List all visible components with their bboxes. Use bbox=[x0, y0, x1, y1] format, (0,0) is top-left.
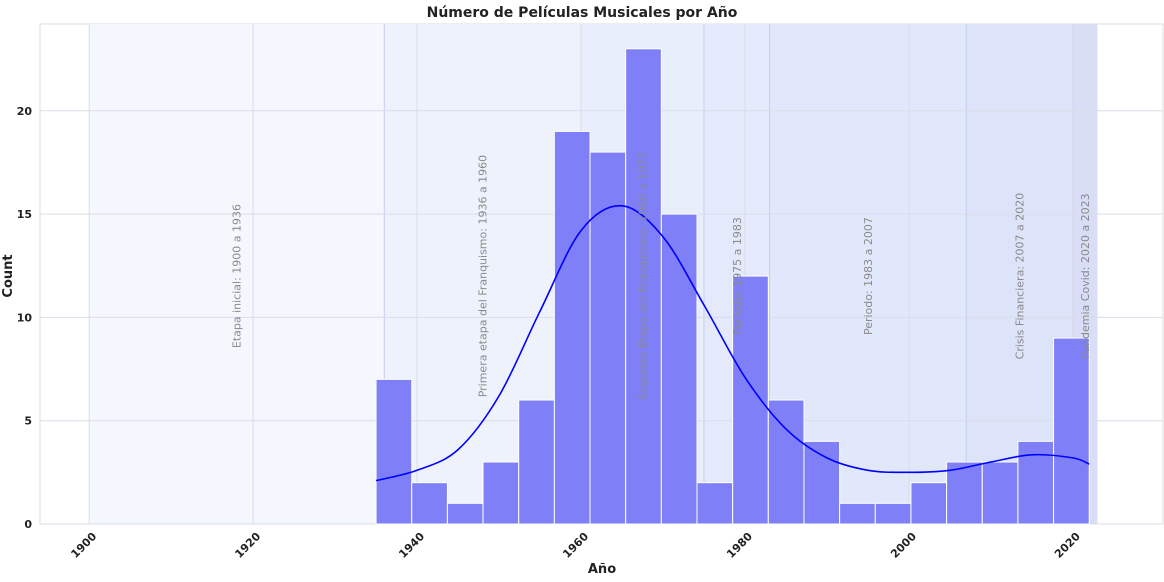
period-span bbox=[89, 24, 385, 524]
histogram-bar bbox=[1017, 440, 1055, 525]
period-label: Periodo: 1983 a 2007 bbox=[862, 217, 875, 335]
x-axis-title: Año bbox=[588, 562, 616, 577]
period-label: Segunda Etapa del Franquismo: 1960 a 197… bbox=[636, 152, 649, 400]
chart-title: Número de Películas Musicales por Año bbox=[427, 5, 738, 21]
histogram-bar bbox=[981, 461, 1019, 525]
histogram-bar bbox=[803, 440, 841, 525]
period-labels-layer: Etapa inicial: 1900 a 1936 Primera etapa … bbox=[231, 152, 1092, 400]
histogram-bar bbox=[1053, 337, 1090, 525]
histogram-bar bbox=[910, 482, 948, 525]
period-label: Etapa inicial: 1900 a 1936 bbox=[231, 204, 244, 348]
y-axis-title: Count bbox=[1, 254, 16, 297]
y-tick-label: 5 bbox=[24, 415, 32, 428]
histogram-bar bbox=[411, 482, 448, 525]
histogram-bar bbox=[446, 502, 484, 525]
histogram-bar bbox=[553, 130, 591, 525]
y-tick-label: 0 bbox=[24, 518, 32, 531]
histogram-bar bbox=[518, 399, 555, 525]
period-label: Primera etapa del Franquismo: 1936 a 196… bbox=[477, 155, 490, 397]
kde-line bbox=[375, 205, 1090, 482]
period-label: Crisis Financiera: 2007 a 2020 bbox=[1014, 193, 1027, 360]
bars-layer bbox=[375, 48, 1090, 525]
histogram-bar bbox=[660, 213, 698, 525]
histogram-bar bbox=[625, 48, 662, 525]
y-tick-label: 15 bbox=[17, 208, 32, 221]
period-label: Pandemia Covid: 2020 a 2023 bbox=[1079, 193, 1092, 359]
histogram-bar bbox=[375, 378, 413, 525]
histogram-bar bbox=[874, 502, 912, 525]
histogram-bar bbox=[696, 482, 734, 525]
kde-layer bbox=[375, 205, 1090, 482]
histogram-bar bbox=[482, 461, 520, 525]
histogram-bar bbox=[839, 502, 876, 525]
histogram-bar bbox=[767, 399, 805, 525]
y-tick-label: 20 bbox=[17, 105, 33, 118]
period-label: Periodo: 1975 a 1983 bbox=[731, 217, 744, 335]
y-tick-label: 10 bbox=[17, 311, 33, 324]
histogram-bar bbox=[946, 461, 983, 525]
